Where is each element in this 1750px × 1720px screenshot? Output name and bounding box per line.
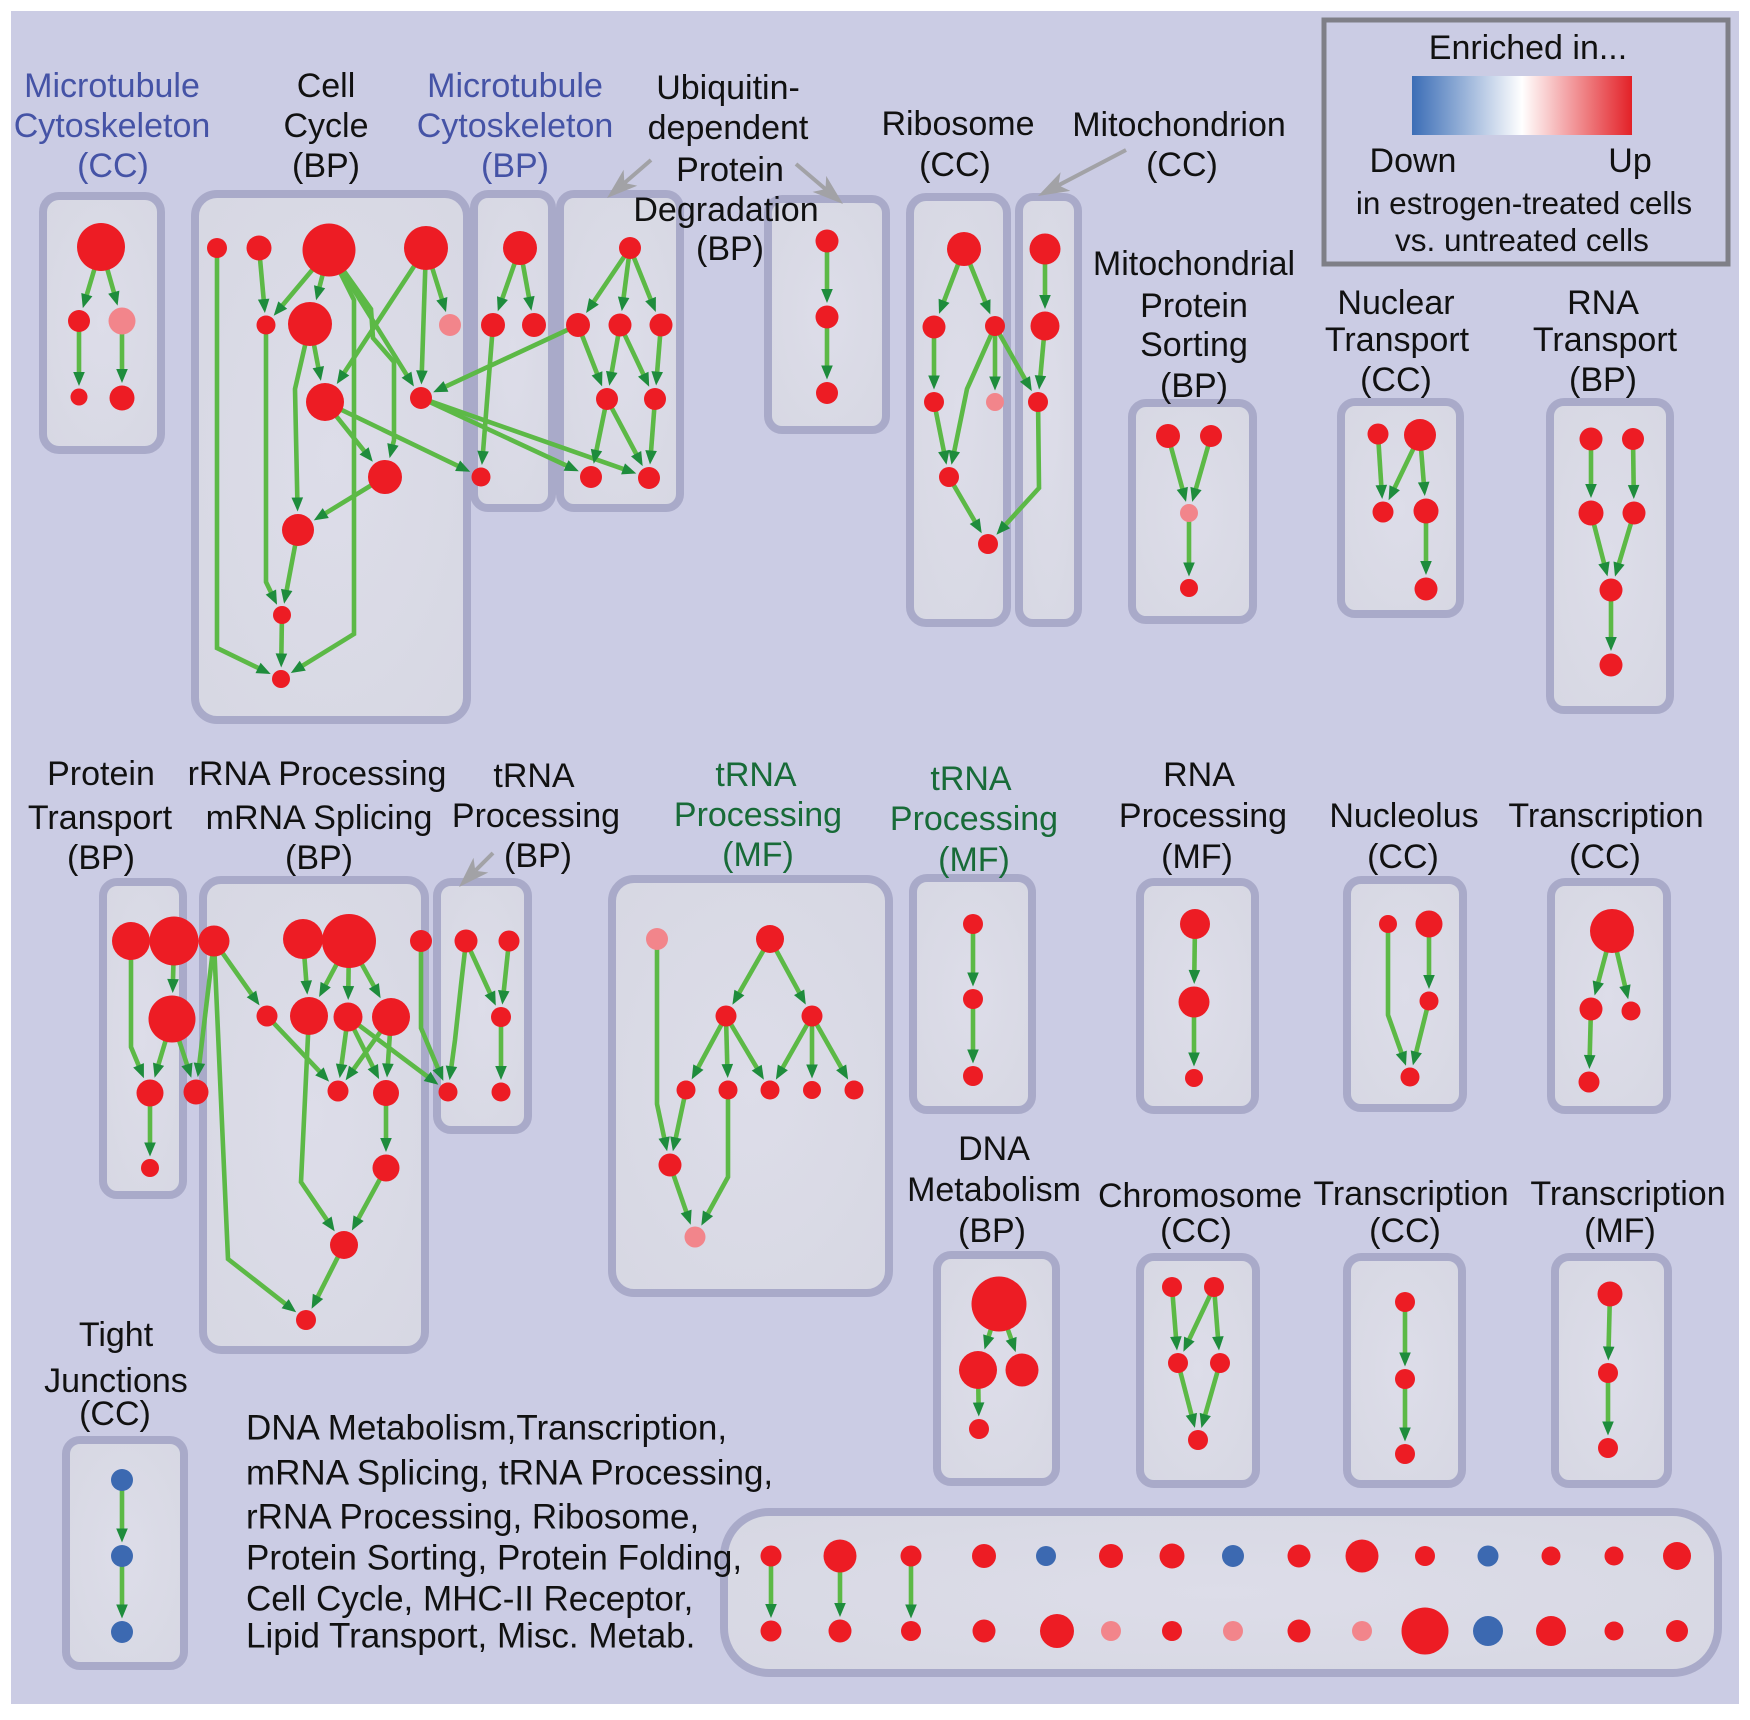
svg-text:(CC): (CC) bbox=[1160, 1212, 1232, 1250]
svg-text:(CC): (CC) bbox=[919, 146, 991, 184]
svg-text:Degradation: Degradation bbox=[633, 191, 818, 229]
svg-text:Transport: Transport bbox=[1325, 321, 1470, 359]
svg-text:(CC): (CC) bbox=[1369, 1212, 1441, 1250]
svg-text:(MF): (MF) bbox=[722, 836, 794, 874]
svg-text:Transcription: Transcription bbox=[1508, 797, 1703, 835]
svg-text:DNA Metabolism,Transcription,: DNA Metabolism,Transcription, bbox=[246, 1409, 727, 1448]
svg-text:Metabolism: Metabolism bbox=[907, 1171, 1081, 1209]
svg-text:vs. untreated cells: vs. untreated cells bbox=[1395, 222, 1649, 258]
svg-text:rRNA Processing, Ribosome,: rRNA Processing, Ribosome, bbox=[246, 1498, 699, 1537]
svg-text:mRNA Splicing, tRNA Processing: mRNA Splicing, tRNA Processing, bbox=[246, 1454, 773, 1493]
svg-text:(MF): (MF) bbox=[1161, 838, 1233, 876]
svg-text:Down: Down bbox=[1370, 142, 1457, 180]
svg-text:DNA: DNA bbox=[958, 1130, 1030, 1168]
svg-text:(CC): (CC) bbox=[79, 1395, 151, 1433]
svg-text:Transport: Transport bbox=[28, 799, 173, 837]
svg-text:tRNA: tRNA bbox=[493, 757, 575, 795]
svg-text:Ribosome: Ribosome bbox=[881, 105, 1034, 143]
svg-text:(BP): (BP) bbox=[1569, 361, 1637, 399]
svg-text:RNA: RNA bbox=[1163, 756, 1235, 794]
svg-text:Cycle: Cycle bbox=[283, 107, 368, 145]
svg-text:Transcription: Transcription bbox=[1530, 1175, 1725, 1213]
svg-text:(CC): (CC) bbox=[77, 147, 149, 185]
svg-text:(BP): (BP) bbox=[958, 1212, 1026, 1250]
svg-text:mRNA Splicing: mRNA Splicing bbox=[206, 799, 433, 837]
svg-text:Mitochondrion: Mitochondrion bbox=[1072, 106, 1286, 144]
svg-text:Processing: Processing bbox=[452, 797, 620, 835]
svg-text:(BP): (BP) bbox=[292, 147, 360, 185]
svg-text:Sorting: Sorting bbox=[1140, 326, 1248, 364]
svg-text:Lipid Transport, Misc. Metab.: Lipid Transport, Misc. Metab. bbox=[246, 1617, 695, 1656]
svg-text:(BP): (BP) bbox=[1160, 367, 1228, 405]
svg-text:Protein: Protein bbox=[1140, 287, 1248, 325]
svg-text:(MF): (MF) bbox=[1584, 1212, 1656, 1250]
svg-text:tRNA: tRNA bbox=[930, 760, 1012, 798]
svg-text:rRNA Processing: rRNA Processing bbox=[188, 755, 447, 793]
svg-text:Ubiquitin-: Ubiquitin- bbox=[656, 69, 800, 107]
svg-text:Up: Up bbox=[1608, 142, 1651, 180]
svg-text:RNA: RNA bbox=[1567, 284, 1639, 322]
svg-text:Transport: Transport bbox=[1533, 321, 1678, 359]
svg-text:Cytoskeleton: Cytoskeleton bbox=[417, 107, 614, 145]
svg-text:Protein: Protein bbox=[676, 151, 784, 189]
svg-text:(BP): (BP) bbox=[67, 839, 135, 877]
svg-text:Chromosome: Chromosome bbox=[1098, 1177, 1302, 1215]
svg-text:tRNA: tRNA bbox=[715, 756, 797, 794]
svg-text:(CC): (CC) bbox=[1367, 838, 1439, 876]
svg-text:Junctions: Junctions bbox=[44, 1362, 188, 1400]
svg-text:Processing: Processing bbox=[674, 796, 842, 834]
svg-text:Protein: Protein bbox=[47, 755, 155, 793]
svg-text:(CC): (CC) bbox=[1146, 146, 1218, 184]
svg-text:Tight: Tight bbox=[79, 1316, 154, 1354]
svg-text:(CC): (CC) bbox=[1569, 838, 1641, 876]
svg-text:Microtubule: Microtubule bbox=[24, 67, 200, 105]
svg-text:Cell Cycle, MHC-II Receptor,: Cell Cycle, MHC-II Receptor, bbox=[246, 1580, 693, 1619]
svg-text:dependent: dependent bbox=[648, 109, 809, 147]
svg-text:Cytoskeleton: Cytoskeleton bbox=[14, 107, 211, 145]
svg-text:(BP): (BP) bbox=[696, 230, 764, 268]
svg-text:Nuclear: Nuclear bbox=[1337, 284, 1454, 322]
svg-text:(BP): (BP) bbox=[481, 147, 549, 185]
svg-text:(CC): (CC) bbox=[1360, 361, 1432, 399]
svg-text:Mitochondrial: Mitochondrial bbox=[1093, 245, 1295, 283]
svg-text:in estrogen-treated cells: in estrogen-treated cells bbox=[1356, 185, 1692, 221]
svg-text:(BP): (BP) bbox=[285, 839, 353, 877]
svg-text:Microtubule: Microtubule bbox=[427, 67, 603, 105]
svg-text:Processing: Processing bbox=[890, 800, 1058, 838]
svg-text:Transcription: Transcription bbox=[1313, 1175, 1508, 1213]
svg-text:(BP): (BP) bbox=[504, 837, 572, 875]
svg-text:Cell: Cell bbox=[297, 67, 356, 105]
svg-text:Protein Sorting, Protein Foldi: Protein Sorting, Protein Folding, bbox=[246, 1539, 742, 1578]
svg-text:Enriched in...: Enriched in... bbox=[1429, 29, 1627, 67]
svg-text:(MF): (MF) bbox=[938, 841, 1010, 879]
svg-text:Processing: Processing bbox=[1119, 797, 1287, 835]
svg-text:Nucleolus: Nucleolus bbox=[1329, 797, 1478, 835]
